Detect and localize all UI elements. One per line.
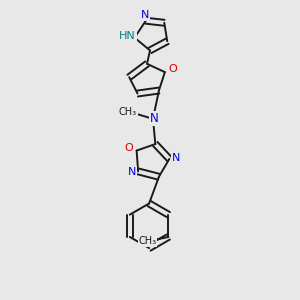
- Text: N: N: [150, 112, 159, 125]
- Text: O: O: [124, 142, 133, 153]
- Text: N: N: [172, 153, 180, 163]
- Text: CH₃: CH₃: [118, 107, 137, 117]
- Text: N: N: [140, 11, 149, 20]
- Text: N: N: [128, 167, 136, 177]
- Text: O: O: [169, 64, 178, 74]
- Text: HN: HN: [119, 31, 136, 41]
- Text: CH₃: CH₃: [139, 236, 157, 246]
